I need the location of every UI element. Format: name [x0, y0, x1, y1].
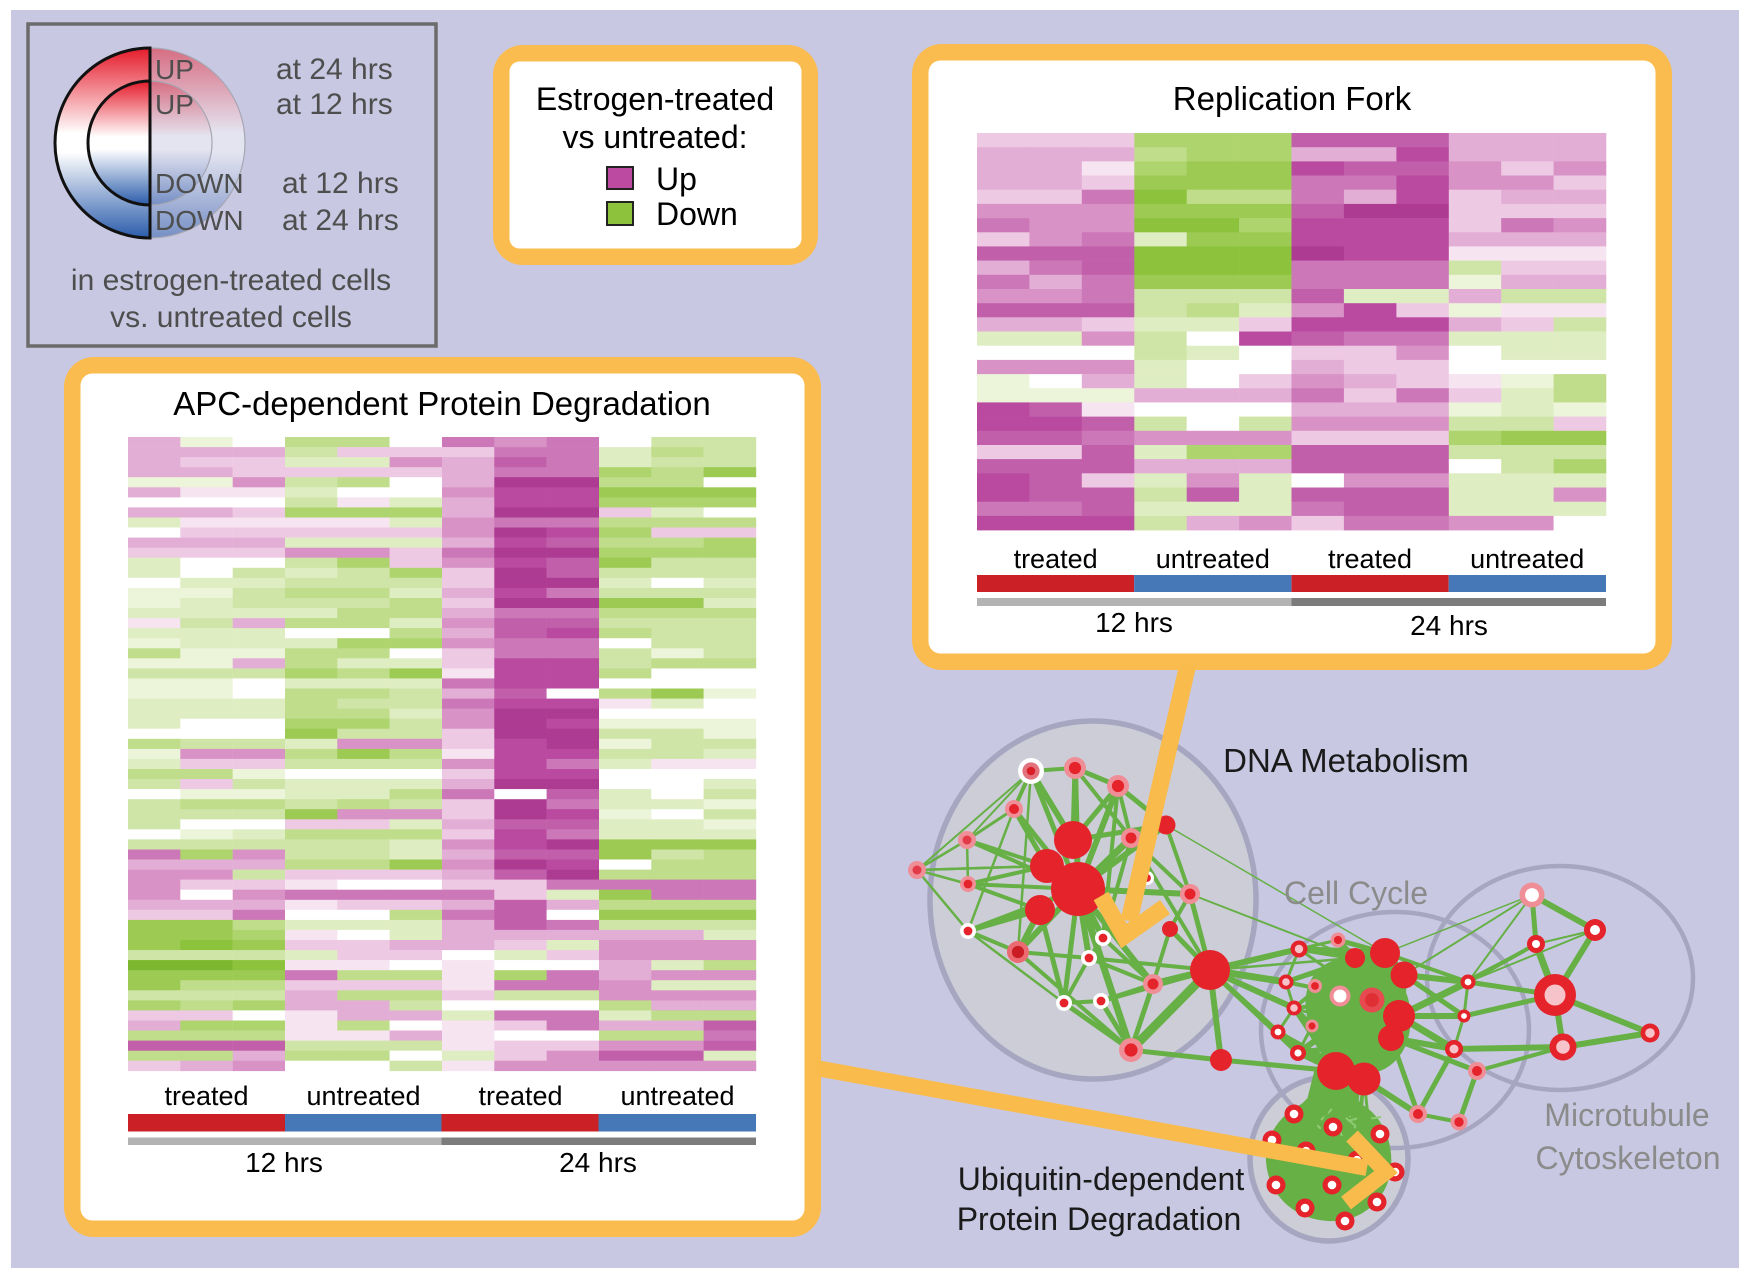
svg-text:Up: Up: [656, 161, 697, 197]
svg-text:at 12 hrs: at 12 hrs: [282, 167, 399, 200]
svg-text:APC-dependent Protein Degradat: APC-dependent Protein Degradation: [173, 385, 711, 422]
svg-text:Microtubule: Microtubule: [1544, 1097, 1709, 1133]
svg-text:UP: UP: [155, 89, 194, 120]
svg-text:12 hrs: 12 hrs: [245, 1147, 323, 1178]
svg-text:DOWN: DOWN: [155, 205, 244, 236]
svg-text:Estrogen-treated: Estrogen-treated: [536, 81, 774, 117]
svg-text:Ubiquitin-dependent: Ubiquitin-dependent: [958, 1161, 1245, 1197]
svg-text:at 24 hrs: at 24 hrs: [276, 53, 393, 86]
svg-text:Cytoskeleton: Cytoskeleton: [1536, 1140, 1721, 1176]
svg-text:untreated: untreated: [620, 1081, 734, 1111]
svg-text:DNA Metabolism: DNA Metabolism: [1223, 742, 1469, 779]
svg-text:12 hrs: 12 hrs: [1095, 607, 1173, 638]
svg-text:untreated: untreated: [306, 1081, 420, 1111]
svg-text:untreated: untreated: [1470, 544, 1584, 574]
svg-text:Protein Degradation: Protein Degradation: [957, 1201, 1242, 1237]
svg-text:treated: treated: [1328, 544, 1412, 574]
svg-text:DOWN: DOWN: [155, 168, 244, 199]
svg-text:in estrogen-treated cells: in estrogen-treated cells: [71, 264, 391, 297]
svg-text:treated: treated: [164, 1081, 248, 1111]
svg-text:vs. untreated cells: vs. untreated cells: [110, 301, 352, 334]
svg-text:treated: treated: [1014, 544, 1098, 574]
svg-text:vs untreated:: vs untreated:: [563, 119, 748, 155]
svg-text:at 12 hrs: at 12 hrs: [276, 88, 393, 121]
svg-text:untreated: untreated: [1156, 544, 1270, 574]
svg-text:treated: treated: [478, 1081, 562, 1111]
svg-text:Cell Cycle: Cell Cycle: [1284, 875, 1428, 911]
svg-text:Replication Fork: Replication Fork: [1173, 80, 1412, 117]
svg-text:UP: UP: [155, 54, 194, 85]
svg-text:Down: Down: [656, 196, 738, 232]
svg-text:at 24 hrs: at 24 hrs: [282, 204, 399, 237]
svg-text:24 hrs: 24 hrs: [559, 1147, 637, 1178]
svg-text:24 hrs: 24 hrs: [1410, 610, 1488, 641]
